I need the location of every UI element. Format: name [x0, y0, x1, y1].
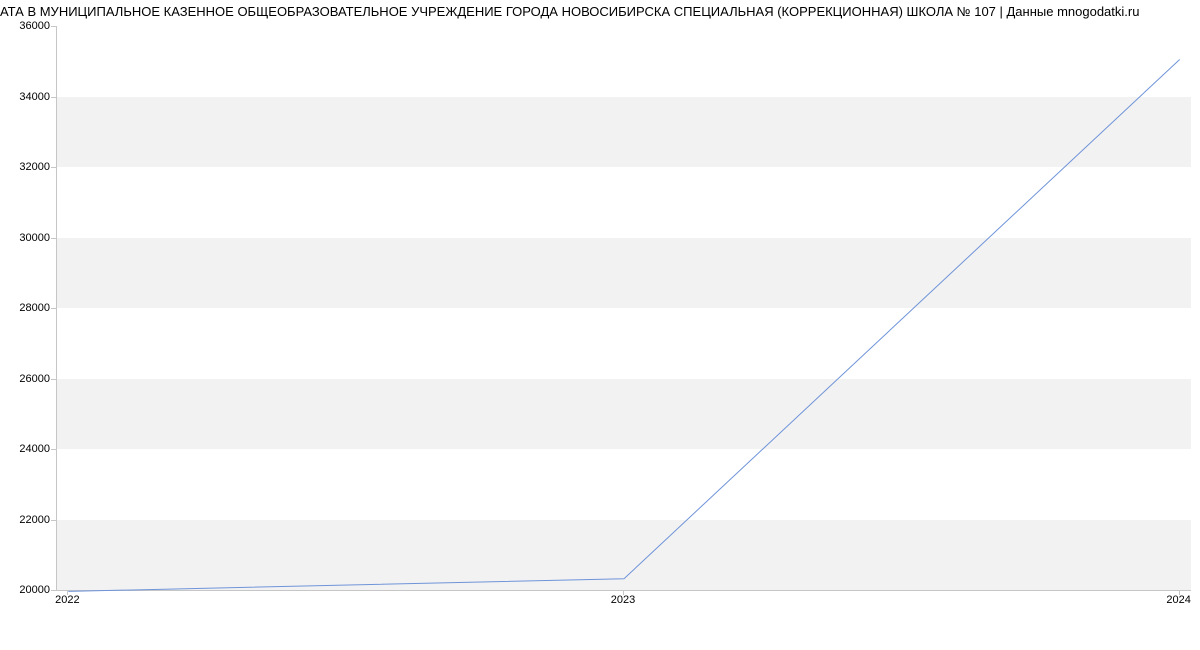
- y-tick-label: 22000: [19, 514, 50, 526]
- y-tick-label: 34000: [19, 91, 50, 103]
- y-tick-label: 24000: [19, 443, 50, 455]
- plot-area: [56, 26, 1191, 591]
- x-tick-label: 2023: [611, 594, 635, 606]
- y-tick-label: 36000: [19, 20, 50, 32]
- salary-series-line: [57, 26, 1191, 590]
- y-tick-label: 28000: [19, 302, 50, 314]
- y-tick-label: 32000: [19, 161, 50, 173]
- salary-line-chart: АТА В МУНИЦИПАЛЬНОЕ КАЗЕННОЕ ОБЩЕОБРАЗОВ…: [0, 0, 1200, 650]
- y-tick-label: 20000: [19, 584, 50, 596]
- x-tick-label: 2022: [55, 594, 79, 606]
- x-tick-label: 2024: [1166, 594, 1190, 606]
- y-tick-label: 26000: [19, 373, 50, 385]
- chart-title: АТА В МУНИЦИПАЛЬНОЕ КАЗЕННОЕ ОБЩЕОБРАЗОВ…: [0, 4, 1200, 19]
- y-tick-label: 30000: [19, 232, 50, 244]
